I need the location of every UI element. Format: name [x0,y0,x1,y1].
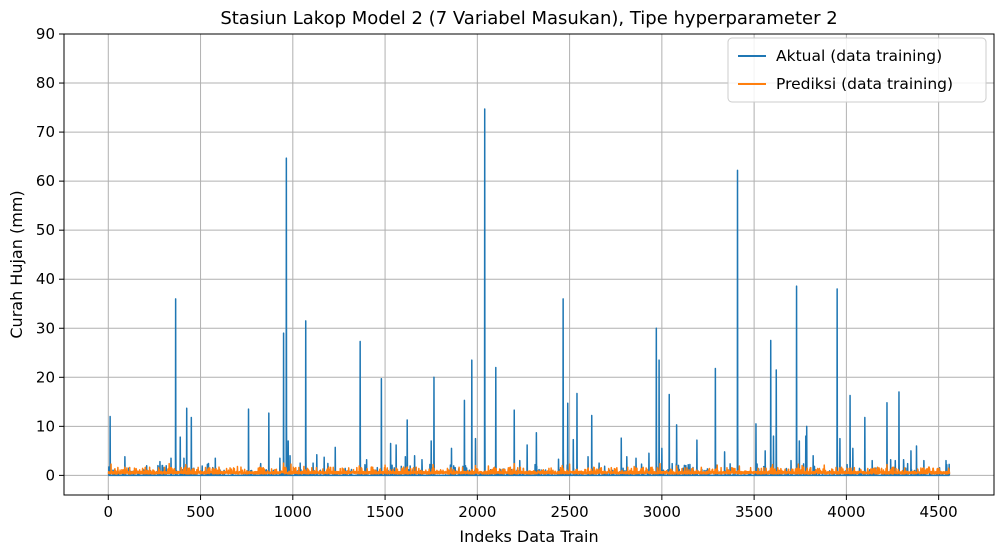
series-lines [107,108,951,477]
y-tick-label: 30 [36,319,55,337]
ticks: 0 500 1000 1500 2000 2500 3000 3500 4000 4500 0 10 2… [36,25,958,521]
x-tick-label: 3500 [735,503,773,521]
x-tick-label: 4500 [920,503,958,521]
y-tick-label: 10 [36,417,55,435]
y-tick-label: 40 [36,270,55,288]
y-tick-label: 60 [36,172,55,190]
x-tick-label: 3000 [643,503,681,521]
series-line-aktual [107,108,951,477]
y-tick-label: 50 [36,221,55,239]
x-tick-label: 2500 [551,503,589,521]
legend-label: Aktual (data training) [776,47,942,65]
y-tick-label: 80 [36,74,55,92]
y-tick-label: 20 [36,368,55,386]
y-axis-title: Curah Hujan (mm) [7,190,26,338]
x-axis-title: Indeks Data Train [459,527,598,546]
legend-label: Prediksi (data training) [776,75,953,93]
legend-box [727,37,987,103]
x-tick-label: 0 [104,503,114,521]
plot-frame [63,33,995,496]
y-tick-label: 90 [36,25,55,43]
series-line-prediksi [107,462,951,475]
chart-title: Stasiun Lakop Model 2 (7 Variabel Masuka… [220,8,837,29]
x-tick-label: 1000 [274,503,312,521]
y-tick-label: 70 [36,123,55,141]
y-tick-label: 0 [45,466,55,484]
x-tick-label: 1500 [366,503,404,521]
x-tick-label: 2000 [458,503,496,521]
legend: Aktual (data training) Prediksi (data tra… [727,37,987,103]
x-tick-label: 4000 [827,503,865,521]
x-tick-label: 500 [186,503,215,521]
